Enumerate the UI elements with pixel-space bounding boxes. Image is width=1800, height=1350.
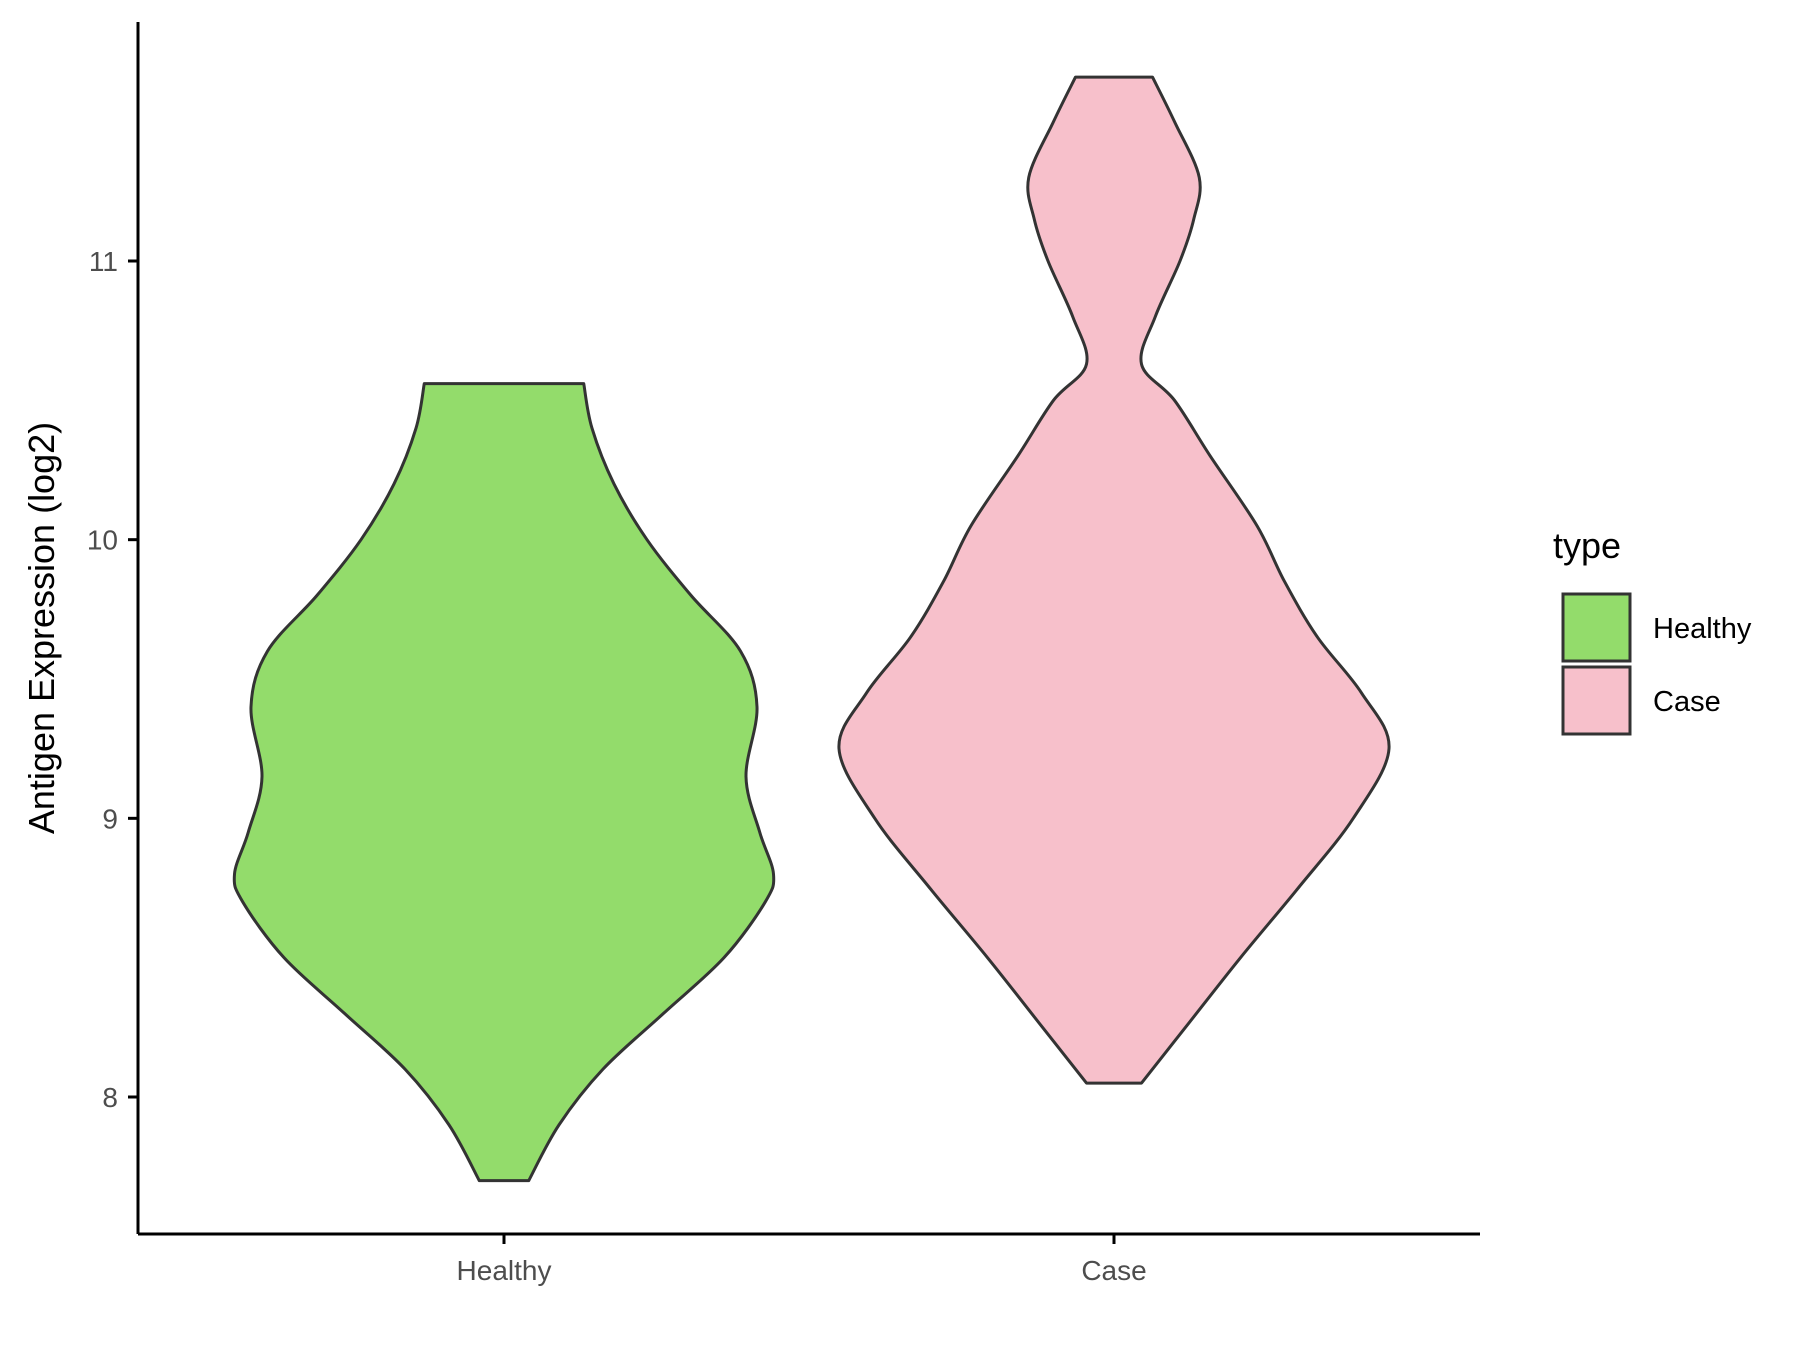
y-tick-label: 8 <box>102 1082 118 1113</box>
legend-swatch-case <box>1561 665 1632 736</box>
y-tick-label: 11 <box>89 246 118 277</box>
violin-case <box>837 75 1391 1085</box>
y-axis-ticks: 8 9 10 11 <box>87 246 138 1113</box>
x-axis-ticks: Healthy Case <box>457 1234 1147 1286</box>
y-tick-label: 10 <box>87 525 118 556</box>
x-tick-label: Case <box>1081 1255 1146 1286</box>
violins-layer <box>232 75 1391 1183</box>
legend-label-healthy: Healthy <box>1653 613 1752 645</box>
x-tick-label: Healthy <box>457 1255 552 1286</box>
legend-label-case: Case <box>1653 686 1721 718</box>
legend-swatch-healthy <box>1561 592 1632 663</box>
legend-entries: Healthy Case <box>1561 592 1752 736</box>
y-axis-title: Antigen Expression (log2) <box>21 422 62 834</box>
legend-title: type <box>1553 525 1621 566</box>
legend: type Healthy Case <box>1553 525 1752 736</box>
violin-healthy <box>232 382 776 1183</box>
y-tick-label: 9 <box>102 803 118 834</box>
